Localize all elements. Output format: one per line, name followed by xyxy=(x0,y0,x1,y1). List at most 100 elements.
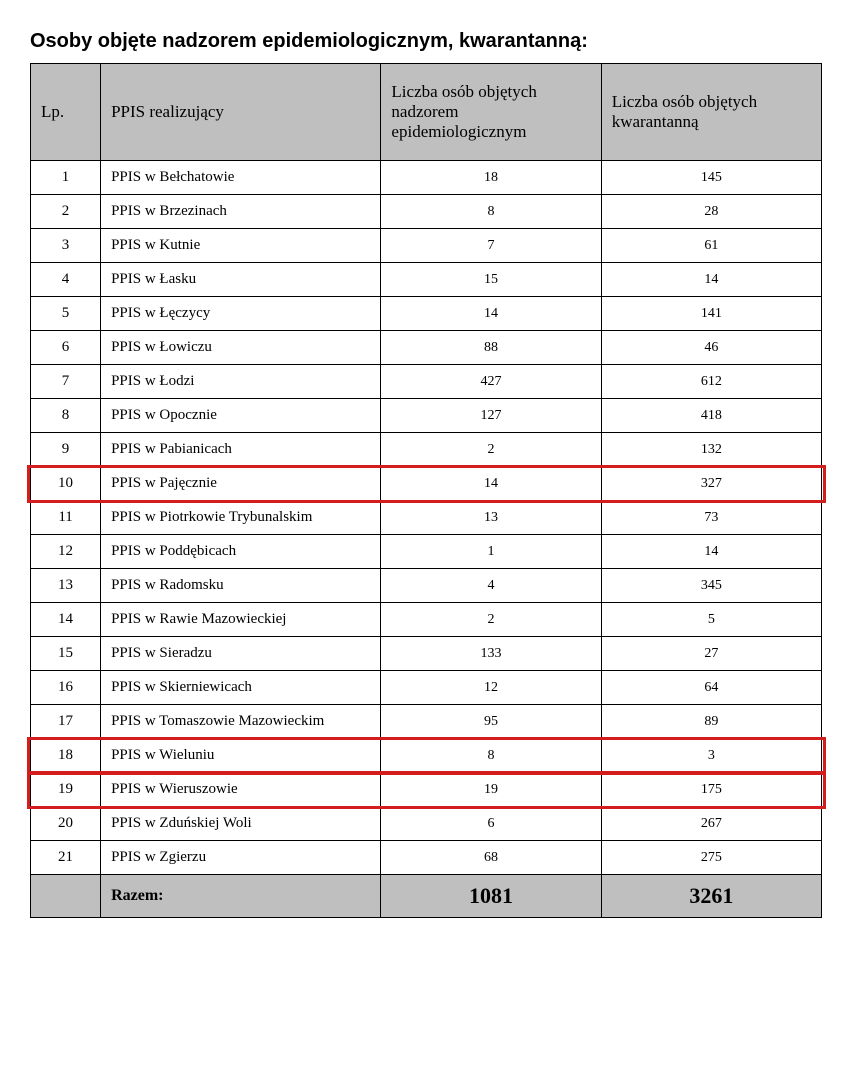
cell-v2: 175 xyxy=(601,773,821,807)
table-row: 2PPIS w Brzezinach828 xyxy=(31,195,822,229)
cell-v1: 6 xyxy=(381,807,601,841)
table-row: 13PPIS w Radomsku4345 xyxy=(31,569,822,603)
header-lp: Lp. xyxy=(31,64,101,161)
cell-lp: 21 xyxy=(31,841,101,875)
cell-lp: 1 xyxy=(31,161,101,195)
cell-v2: 612 xyxy=(601,365,821,399)
cell-v1: 95 xyxy=(381,705,601,739)
cell-v2: 28 xyxy=(601,195,821,229)
cell-v2: 46 xyxy=(601,331,821,365)
cell-name: PPIS w Opocznie xyxy=(101,399,381,433)
cell-name: PPIS w Zduńskiej Woli xyxy=(101,807,381,841)
table-row: 5PPIS w Łęczycy14141 xyxy=(31,297,822,331)
footer-label: Razem: xyxy=(101,875,381,918)
cell-name: PPIS w Bełchatowie xyxy=(101,161,381,195)
table-container: Lp. PPIS realizujący Liczba osób objętyc… xyxy=(30,63,822,918)
cell-name: PPIS w Tomaszowie Mazowieckim xyxy=(101,705,381,739)
cell-v1: 427 xyxy=(381,365,601,399)
table-row: 4PPIS w Łasku1514 xyxy=(31,263,822,297)
cell-v2: 141 xyxy=(601,297,821,331)
page-title: Osoby objęte nadzorem epidemiologicznym,… xyxy=(30,30,822,53)
epidemiology-table: Lp. PPIS realizujący Liczba osób objętyc… xyxy=(30,63,822,918)
footer-total-2: 3261 xyxy=(601,875,821,918)
cell-v1: 15 xyxy=(381,263,601,297)
cell-v2: 267 xyxy=(601,807,821,841)
table-header-row: Lp. PPIS realizujący Liczba osób objętyc… xyxy=(31,64,822,161)
cell-name: PPIS w Brzezinach xyxy=(101,195,381,229)
cell-v1: 14 xyxy=(381,297,601,331)
cell-name: PPIS w Łęczycy xyxy=(101,297,381,331)
cell-v2: 73 xyxy=(601,501,821,535)
cell-v2: 89 xyxy=(601,705,821,739)
cell-name: PPIS w Piotrkowie Trybunalskim xyxy=(101,501,381,535)
cell-lp: 9 xyxy=(31,433,101,467)
cell-v1: 18 xyxy=(381,161,601,195)
table-row: 17PPIS w Tomaszowie Mazowieckim9589 xyxy=(31,705,822,739)
cell-v2: 327 xyxy=(601,467,821,501)
cell-lp: 19 xyxy=(31,773,101,807)
cell-name: PPIS w Łodzi xyxy=(101,365,381,399)
cell-v1: 13 xyxy=(381,501,601,535)
cell-v2: 64 xyxy=(601,671,821,705)
table-row: 21PPIS w Zgierzu68275 xyxy=(31,841,822,875)
cell-lp: 18 xyxy=(31,739,101,773)
table-row: 1PPIS w Bełchatowie18145 xyxy=(31,161,822,195)
table-row: 7PPIS w Łodzi427612 xyxy=(31,365,822,399)
table-row: 16PPIS w Skierniewicach1264 xyxy=(31,671,822,705)
cell-v1: 4 xyxy=(381,569,601,603)
cell-v2: 27 xyxy=(601,637,821,671)
cell-v2: 14 xyxy=(601,263,821,297)
cell-v2: 5 xyxy=(601,603,821,637)
cell-lp: 12 xyxy=(31,535,101,569)
table-row: 11PPIS w Piotrkowie Trybunalskim1373 xyxy=(31,501,822,535)
cell-name: PPIS w Poddębicach xyxy=(101,535,381,569)
table-row: 3PPIS w Kutnie761 xyxy=(31,229,822,263)
cell-lp: 4 xyxy=(31,263,101,297)
table-row: 18PPIS w Wieluniu83 xyxy=(31,739,822,773)
header-col2: Liczba osób objętych kwarantanną xyxy=(601,64,821,161)
cell-lp: 10 xyxy=(31,467,101,501)
cell-lp: 8 xyxy=(31,399,101,433)
cell-name: PPIS w Łasku xyxy=(101,263,381,297)
cell-v1: 7 xyxy=(381,229,601,263)
table-row: 19PPIS w Wieruszowie19175 xyxy=(31,773,822,807)
cell-lp: 3 xyxy=(31,229,101,263)
cell-name: PPIS w Łowiczu xyxy=(101,331,381,365)
cell-v1: 1 xyxy=(381,535,601,569)
cell-name: PPIS w Rawie Mazowieckiej xyxy=(101,603,381,637)
cell-name: PPIS w Kutnie xyxy=(101,229,381,263)
cell-name: PPIS w Wieruszowie xyxy=(101,773,381,807)
cell-name: PPIS w Wieluniu xyxy=(101,739,381,773)
cell-v1: 8 xyxy=(381,195,601,229)
cell-v2: 418 xyxy=(601,399,821,433)
header-name: PPIS realizujący xyxy=(101,64,381,161)
footer-empty xyxy=(31,875,101,918)
cell-v1: 8 xyxy=(381,739,601,773)
cell-lp: 20 xyxy=(31,807,101,841)
cell-v2: 61 xyxy=(601,229,821,263)
cell-v2: 14 xyxy=(601,535,821,569)
cell-name: PPIS w Radomsku xyxy=(101,569,381,603)
cell-name: PPIS w Pabianicach xyxy=(101,433,381,467)
cell-v1: 19 xyxy=(381,773,601,807)
cell-v2: 132 xyxy=(601,433,821,467)
cell-name: PPIS w Sieradzu xyxy=(101,637,381,671)
cell-name: PPIS w Pajęcznie xyxy=(101,467,381,501)
table-row: 20PPIS w Zduńskiej Woli6267 xyxy=(31,807,822,841)
cell-v2: 345 xyxy=(601,569,821,603)
table-footer-row: Razem: 1081 3261 xyxy=(31,875,822,918)
cell-lp: 14 xyxy=(31,603,101,637)
footer-total-1: 1081 xyxy=(381,875,601,918)
cell-v2: 145 xyxy=(601,161,821,195)
table-row: 8PPIS w Opocznie127418 xyxy=(31,399,822,433)
cell-v1: 12 xyxy=(381,671,601,705)
cell-lp: 6 xyxy=(31,331,101,365)
table-row: 14PPIS w Rawie Mazowieckiej25 xyxy=(31,603,822,637)
cell-v1: 2 xyxy=(381,603,601,637)
cell-lp: 5 xyxy=(31,297,101,331)
cell-lp: 7 xyxy=(31,365,101,399)
table-row: 6PPIS w Łowiczu8846 xyxy=(31,331,822,365)
cell-name: PPIS w Zgierzu xyxy=(101,841,381,875)
cell-lp: 13 xyxy=(31,569,101,603)
cell-lp: 2 xyxy=(31,195,101,229)
